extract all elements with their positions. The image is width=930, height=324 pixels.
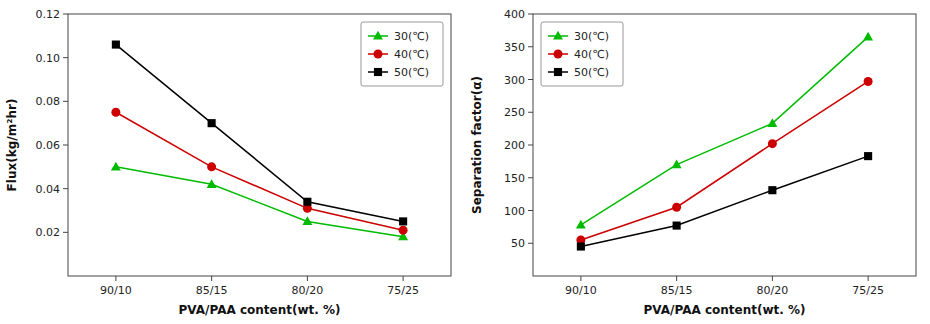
series-line	[116, 45, 403, 222]
y-tick	[528, 243, 533, 244]
x-tick	[307, 276, 308, 281]
y-tick-label: 100	[504, 205, 525, 218]
x-tick	[580, 276, 581, 281]
plot-frame	[533, 14, 916, 276]
data-point	[399, 217, 407, 225]
y-tick	[63, 101, 68, 102]
data-point	[207, 162, 216, 171]
x-tick	[115, 276, 116, 281]
data-point	[577, 242, 585, 250]
y-tick	[528, 145, 533, 146]
x-tick	[403, 276, 404, 281]
y-tick-label: 250	[504, 106, 525, 119]
data-point	[767, 118, 777, 127]
data-point	[672, 159, 682, 168]
data-point	[673, 222, 681, 230]
y-tick-label: 350	[504, 41, 525, 54]
legend-label: 30(℃)	[394, 30, 429, 43]
y-tick-label: 50	[511, 237, 525, 250]
data-point	[768, 186, 776, 194]
y-tick	[63, 145, 68, 146]
y-tick	[63, 57, 68, 58]
data-point	[864, 77, 873, 86]
y-tick-label: 0.06	[36, 139, 61, 152]
series-line	[581, 81, 868, 240]
legend-box	[541, 22, 623, 86]
data-point	[864, 152, 872, 160]
y-tick	[528, 14, 533, 15]
legend-box	[361, 22, 443, 86]
x-tick	[211, 276, 212, 281]
data-point	[111, 162, 121, 171]
y-tick-label: 150	[504, 172, 525, 185]
legend-marker	[554, 68, 562, 76]
legend-marker	[374, 68, 382, 76]
data-point	[112, 41, 120, 49]
data-point	[207, 179, 217, 188]
y-tick-label: 400	[504, 8, 525, 21]
y-axis-label: Separation factor(α)	[470, 76, 484, 214]
y-tick	[63, 232, 68, 233]
x-tick-label: 85/15	[196, 284, 228, 297]
y-tick-label: 0.08	[36, 95, 61, 108]
y-tick-label: 0.10	[36, 52, 61, 65]
y-tick-label: 300	[504, 74, 525, 87]
y-tick	[63, 14, 68, 15]
series-line	[581, 156, 868, 246]
y-tick	[528, 46, 533, 47]
x-tick	[868, 276, 869, 281]
x-axis-label: PVA/PAA content(wt. %)	[644, 303, 806, 317]
data-point	[111, 108, 120, 117]
y-tick-label: 200	[504, 139, 525, 152]
y-axis-label: Flux(kg/m²hr)	[5, 99, 19, 192]
data-point	[863, 32, 873, 41]
y-tick-label: 0.04	[36, 183, 61, 196]
x-tick-label: 90/10	[100, 284, 132, 297]
x-tick-label: 75/25	[387, 284, 419, 297]
y-tick	[528, 177, 533, 178]
legend-label: 40(℃)	[394, 48, 429, 61]
plot-frame	[68, 14, 451, 276]
legend-marker	[553, 31, 563, 40]
y-tick	[528, 112, 533, 113]
legend: 30(℃) 40(℃) 50(℃)	[361, 22, 443, 86]
legend-label: 30(℃)	[574, 30, 609, 43]
legend-marker	[373, 31, 383, 40]
y-tick	[528, 210, 533, 211]
data-point	[303, 198, 311, 206]
series-line	[116, 167, 403, 237]
x-tick-label: 75/25	[852, 284, 884, 297]
x-tick-label: 90/10	[565, 284, 597, 297]
data-point	[208, 119, 216, 127]
y-tick	[63, 188, 68, 189]
x-tick-label: 80/20	[292, 284, 324, 297]
panel: 50 100 150 200 250 300 350 400 90/10 85/15 80/20 75…	[470, 8, 916, 317]
series-line	[581, 37, 868, 225]
x-axis-label: PVA/PAA content(wt. %)	[179, 303, 341, 317]
y-tick-label: 0.02	[36, 226, 61, 239]
legend-label: 40(℃)	[574, 48, 609, 61]
data-point	[399, 226, 408, 235]
x-tick	[676, 276, 677, 281]
x-tick-label: 85/15	[661, 284, 693, 297]
legend-marker	[374, 50, 383, 59]
legend-label: 50(℃)	[394, 66, 429, 79]
y-tick-label: 0.12	[36, 8, 61, 21]
data-point	[672, 203, 681, 212]
data-point	[302, 216, 312, 225]
data-point	[576, 220, 586, 229]
y-tick	[528, 79, 533, 80]
legend-marker	[554, 50, 563, 59]
legend: 30(℃) 40(℃) 50(℃)	[541, 22, 623, 86]
figure: 0.02 0.04 0.06 0.08 0.10 0.12 90/10 85/15 80/20 7…	[0, 0, 930, 324]
x-tick	[772, 276, 773, 281]
data-point	[768, 139, 777, 148]
x-tick-label: 80/20	[757, 284, 789, 297]
panel: 0.02 0.04 0.06 0.08 0.10 0.12 90/10 85/15 80/20 7…	[5, 8, 451, 317]
legend-label: 50(℃)	[574, 66, 609, 79]
